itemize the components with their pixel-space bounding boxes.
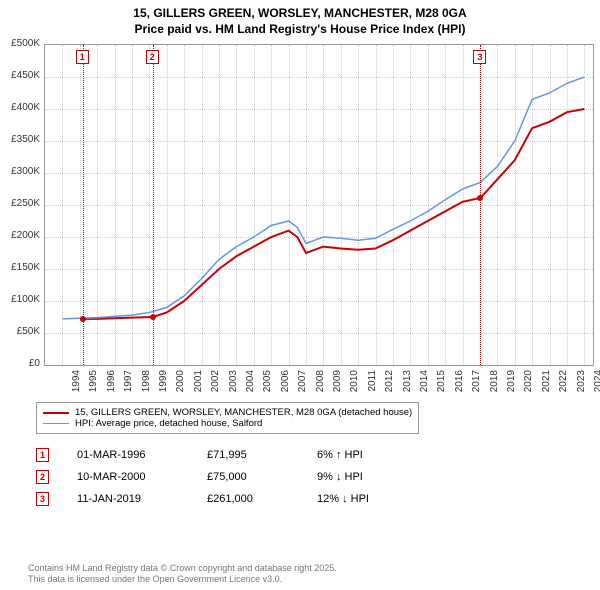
xtick-label: 2013 (402, 370, 413, 400)
attribution: Contains HM Land Registry data © Crown c… (28, 563, 337, 586)
sales-idx: 2 (36, 470, 49, 484)
ytick-label: £300K (0, 166, 40, 177)
sales-price: £71,995 (207, 449, 297, 461)
chart-title: 15, GILLERS GREEN, WORSLEY, MANCHESTER, … (0, 0, 600, 39)
sales-date: 11-JAN-2019 (77, 493, 187, 505)
xtick-label: 2012 (384, 370, 395, 400)
sales-delta: 6% ↑ HPI (317, 449, 363, 461)
sales-delta: 9% ↓ HPI (317, 471, 363, 483)
sales-idx: 3 (36, 492, 49, 506)
xtick-label: 2017 (471, 370, 482, 400)
xtick-label: 2018 (489, 370, 500, 400)
ytick-label: £500K (0, 38, 40, 49)
xtick-label: 2000 (175, 370, 186, 400)
xtick-label: 1994 (71, 370, 82, 400)
sale-dot (80, 316, 86, 322)
xtick-label: 2016 (454, 370, 465, 400)
xtick-label: 2003 (228, 370, 239, 400)
xtick-label: 2021 (541, 370, 552, 400)
attrib-line2: This data is licensed under the Open Gov… (28, 574, 282, 584)
ytick-label: £250K (0, 198, 40, 209)
xtick-label: 2009 (332, 370, 343, 400)
xtick-label: 2007 (297, 370, 308, 400)
xtick-label: 2019 (506, 370, 517, 400)
sales-delta: 12% ↓ HPI (317, 493, 369, 505)
ytick-label: £400K (0, 102, 40, 113)
ytick-label: £100K (0, 294, 40, 305)
sales-row: 3 11-JAN-2019 £261,000 12% ↓ HPI (36, 488, 369, 510)
series-svg (45, 45, 593, 365)
xtick-label: 2024 (593, 370, 600, 400)
ytick-label: £50K (0, 326, 40, 337)
xtick-label: 2002 (210, 370, 221, 400)
xtick-label: 2011 (367, 370, 378, 400)
xtick-label: 1998 (141, 370, 152, 400)
sale-dot (477, 195, 483, 201)
xtick-label: 1995 (88, 370, 99, 400)
xtick-label: 2006 (280, 370, 291, 400)
legend-row: HPI: Average price, detached house, Salf… (43, 418, 412, 429)
sales-table: 1 01-MAR-1996 £71,995 6% ↑ HPI 2 10-MAR-2000 £… (36, 444, 369, 510)
sales-row: 2 10-MAR-2000 £75,000 9% ↓ HPI (36, 466, 369, 488)
legend-swatch (43, 412, 69, 414)
series-hpi (62, 77, 584, 319)
title-line1: 15, GILLERS GREEN, WORSLEY, MANCHESTER, … (133, 6, 466, 20)
xtick-label: 1999 (158, 370, 169, 400)
sale-marker-3: 3 (473, 50, 486, 64)
series-price_paid (83, 109, 585, 319)
sale-marker-1: 1 (76, 50, 89, 64)
xtick-label: 2010 (349, 370, 360, 400)
xtick-label: 2014 (419, 370, 430, 400)
sales-idx: 1 (36, 448, 49, 462)
sales-date: 01-MAR-1996 (77, 449, 187, 461)
xtick-label: 2001 (193, 370, 204, 400)
xtick-label: 2022 (558, 370, 569, 400)
chart-plot-area (44, 44, 594, 366)
sale-marker-2: 2 (146, 50, 159, 64)
sales-row: 1 01-MAR-1996 £71,995 6% ↑ HPI (36, 444, 369, 466)
xtick-label: 2004 (245, 370, 256, 400)
title-line2: Price paid vs. HM Land Registry's House … (135, 22, 466, 36)
ytick-label: £350K (0, 134, 40, 145)
legend-swatch (43, 423, 69, 424)
legend-label: 15, GILLERS GREEN, WORSLEY, MANCHESTER, … (75, 407, 412, 418)
legend-label: HPI: Average price, detached house, Salf… (75, 418, 262, 429)
xtick-label: 2005 (262, 370, 273, 400)
xtick-label: 1997 (123, 370, 134, 400)
ytick-label: £450K (0, 70, 40, 81)
sales-price: £75,000 (207, 471, 297, 483)
xtick-label: 2020 (523, 370, 534, 400)
xtick-label: 2008 (315, 370, 326, 400)
sales-price: £261,000 (207, 493, 297, 505)
xtick-label: 2015 (436, 370, 447, 400)
legend-row: 15, GILLERS GREEN, WORSLEY, MANCHESTER, … (43, 407, 412, 418)
legend: 15, GILLERS GREEN, WORSLEY, MANCHESTER, … (36, 402, 419, 434)
ytick-label: £150K (0, 262, 40, 273)
attrib-line1: Contains HM Land Registry data © Crown c… (28, 563, 337, 573)
ytick-label: £200K (0, 230, 40, 241)
sale-vline (480, 45, 481, 365)
xtick-label: 2023 (576, 370, 587, 400)
sale-dot (150, 314, 156, 320)
sales-date: 10-MAR-2000 (77, 471, 187, 483)
xtick-label: 1996 (106, 370, 117, 400)
ytick-label: £0 (0, 358, 40, 369)
